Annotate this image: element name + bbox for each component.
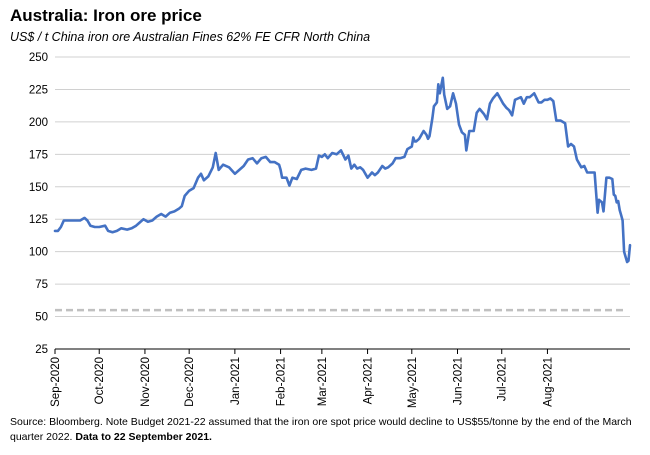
x-tick-label: Dec-2020: [184, 357, 196, 407]
x-tick-label: Mar-2021: [317, 357, 329, 406]
iron-ore-price-line: [53, 76, 632, 264]
x-tick-label: Jun-2021: [453, 357, 465, 405]
y-tick-label: 200: [29, 117, 48, 129]
y-tick-label: 150: [29, 182, 48, 194]
source-note: Source: Bloomberg. Note Budget 2021-22 a…: [10, 416, 632, 443]
x-tick-label: Apr-2021: [363, 357, 375, 404]
y-tick-label: 175: [29, 149, 48, 161]
series-layer: [53, 76, 632, 264]
y-tick-label: 100: [29, 247, 48, 259]
y-tick-label: 225: [29, 84, 48, 96]
data-date-note: Data to 22 September 2021.: [75, 431, 212, 443]
y-tick-label: 50: [35, 312, 48, 324]
y-tick-label: 75: [35, 279, 48, 291]
x-tick-label: May-2021: [407, 357, 419, 408]
x-tick-label: Sep-2020: [50, 357, 62, 407]
chart-footer: Source: Bloomberg. Note Budget 2021-22 a…: [10, 415, 642, 445]
x-tick-label: Jan-2021: [230, 357, 242, 405]
x-tick-label: Feb-2021: [276, 357, 288, 406]
chart-title: Australia: Iron ore price: [10, 6, 202, 25]
y-tick-label: 125: [29, 214, 48, 226]
chart-subtitle: US$ / t China iron ore Australian Fines …: [10, 30, 371, 44]
x-tick-label: Aug-2021: [542, 357, 554, 407]
iron-ore-price-chart: 25 50 75 100 125 150 175 200 225 250 Sep-2020 Oct-2…: [29, 52, 632, 408]
y-tick-label: 25: [35, 344, 48, 356]
x-tick-label: Nov-2020: [140, 357, 152, 407]
x-tick-label: Oct-2020: [94, 357, 106, 404]
grid-layer: [55, 56, 630, 318]
x-tick-label: Jul-2021: [497, 357, 509, 401]
axis-layer: 25 50 75 100 125 150 175 200 225 250 Sep-2020 Oct-2…: [29, 52, 630, 408]
y-tick-label: 250: [29, 52, 48, 64]
